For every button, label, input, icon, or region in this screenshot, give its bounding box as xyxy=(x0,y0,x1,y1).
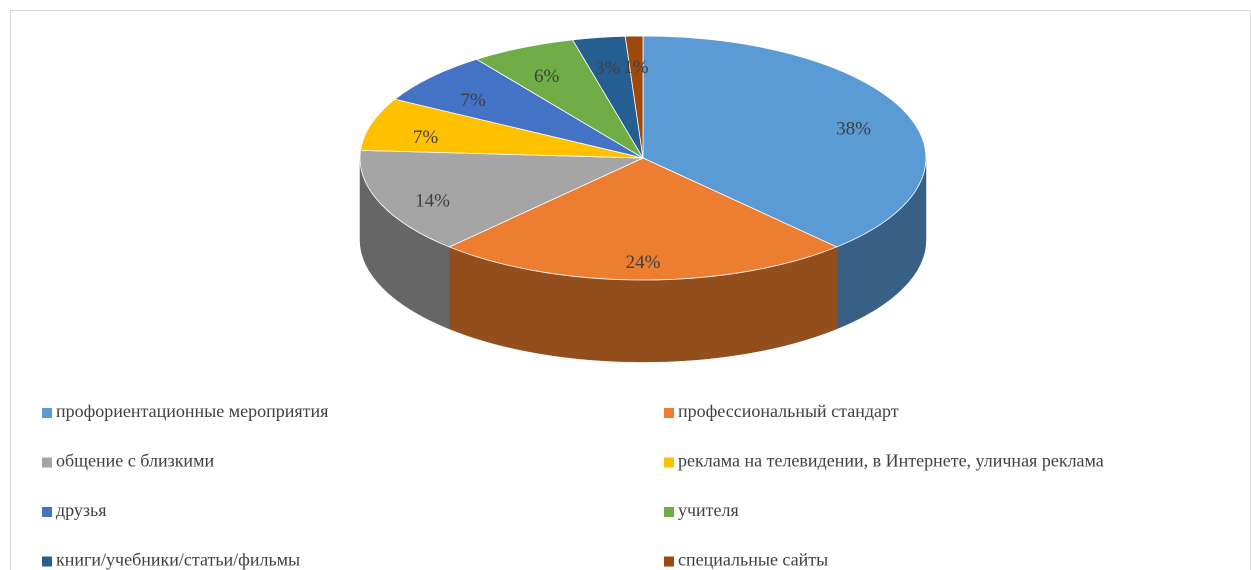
legend-marker xyxy=(664,507,674,517)
data-label: 24% xyxy=(626,252,661,273)
slice xyxy=(624,35,644,159)
legend-label: друзья xyxy=(56,500,107,520)
slice xyxy=(642,35,927,248)
legend-label: книги/учебники/статьи/фильмы xyxy=(56,550,300,570)
data-label: 3% xyxy=(595,58,621,79)
data-label: 7% xyxy=(461,90,487,111)
legend-marker xyxy=(42,457,52,468)
data-label: 38% xyxy=(836,118,871,139)
data-label: 1% xyxy=(623,57,649,78)
legend-label: общение с близкими xyxy=(56,451,214,471)
slice xyxy=(360,98,644,159)
data-label: 14% xyxy=(415,190,450,211)
legend-label: специальные сайты xyxy=(678,550,828,570)
legend-label: учителя xyxy=(678,500,739,520)
data-label: 6% xyxy=(534,66,560,87)
slice xyxy=(359,149,644,248)
legend-marker xyxy=(664,408,674,418)
legend-marker xyxy=(664,457,674,468)
slice xyxy=(448,157,838,281)
data-label: 7% xyxy=(413,127,439,148)
legend-marker xyxy=(42,408,52,418)
legend-marker xyxy=(42,507,52,517)
legend-label: профессиональный стандарт xyxy=(678,401,899,421)
legend-marker xyxy=(664,556,674,567)
slice xyxy=(394,58,644,159)
legend-label: профориентационные мероприятия xyxy=(56,401,328,421)
legend-marker xyxy=(42,556,52,567)
legend-label: реклама на телевидении, в Интернете, ули… xyxy=(678,451,1104,471)
